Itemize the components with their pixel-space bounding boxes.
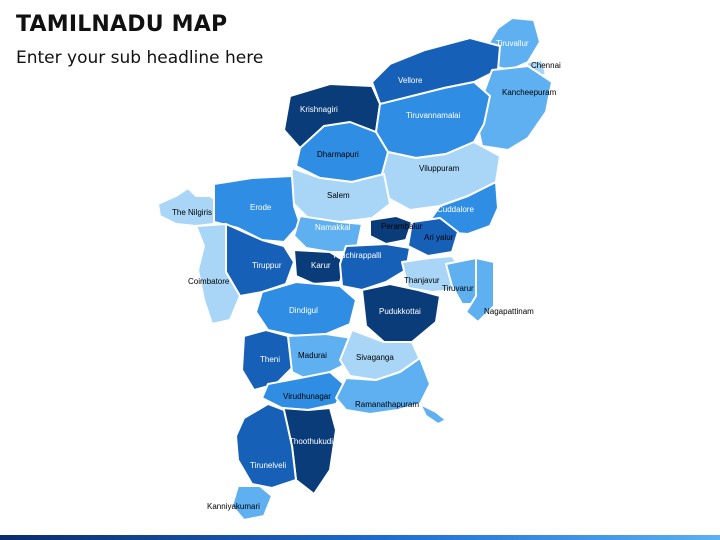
district-virudhunagar[interactable]: [261, 371, 347, 411]
slide-subtitle: Enter your sub headline here: [16, 48, 264, 68]
label-viluppuram: Viluppuram: [419, 164, 460, 173]
district-perambalur[interactable]: [369, 215, 413, 245]
label-karur: Karur: [311, 261, 331, 270]
label-nagapattinam: Nagapattinam: [484, 307, 534, 316]
label-tiruvallur: Tiruvallur: [496, 39, 529, 48]
label-ramanathapuram: Ramanathapuram: [355, 400, 419, 409]
label-tiruppur: Tiruppur: [252, 261, 282, 270]
label-chennai: Chennai: [531, 61, 561, 70]
label-dindigul: Dindigul: [289, 306, 318, 315]
label-erode: Erode: [250, 203, 272, 212]
district-karur[interactable]: [293, 249, 347, 285]
label-tirunelveli: Tirunelveli: [250, 461, 286, 470]
label-ariyalur: Ari yalur: [424, 233, 454, 242]
label-krishnagiri: Krishnagiri: [300, 105, 338, 114]
district-the-nilgiris[interactable]: [157, 187, 223, 227]
district-ariyalur[interactable]: [407, 217, 459, 257]
label-cuddalore: Cuddalore: [437, 205, 474, 214]
district-kanniyakumari[interactable]: [231, 485, 273, 521]
district-tiruchirappalli[interactable]: [339, 243, 411, 291]
footer-accent-bar: [0, 535, 720, 540]
slide-title: TAMILNADU MAP: [16, 12, 228, 37]
label-dharmapuri: Dharmapuri: [317, 150, 359, 159]
label-kancheepuram: Kancheepuram: [502, 88, 557, 97]
district-nagapattinam[interactable]: [465, 257, 495, 323]
label-coimbatore: Coimbatore: [188, 277, 230, 286]
label-the-nilgiris: The Nilgiris: [172, 208, 212, 217]
district-pudukkottai[interactable]: [361, 283, 441, 343]
label-kanniyakumari: Kanniyakumari: [207, 502, 260, 511]
district-tirunelveli[interactable]: [235, 403, 297, 489]
label-virudhunagar: Virudhunagar: [283, 392, 331, 401]
label-tiruvannamalai: Tiruvannamalai: [406, 111, 461, 120]
district-coimbatore[interactable]: [195, 223, 241, 325]
label-tiruchirappalli: Tiruchirappalli: [332, 251, 382, 260]
label-salem: Salem: [327, 191, 350, 200]
label-madurai: Madurai: [298, 351, 327, 360]
district-dindigul[interactable]: [255, 281, 357, 337]
district-madurai[interactable]: [287, 333, 353, 381]
label-thoothukudi: Thoothukudi: [289, 437, 333, 446]
label-pudukkottai: Pudukkottai: [379, 307, 421, 316]
district-theni[interactable]: [241, 329, 293, 391]
label-thanjavur: Thanjavur: [404, 276, 440, 285]
rameswaram-island: [419, 403, 447, 425]
label-sivaganga: Sivaganga: [356, 353, 394, 362]
label-namakkal: Namakkal: [315, 223, 351, 232]
label-vellore: Vellore: [398, 76, 423, 85]
label-tiruvarur: Tiruvarur: [442, 284, 474, 293]
district-salem[interactable]: [289, 167, 391, 223]
label-perambalur: Perambalur: [381, 222, 423, 231]
label-theni: Theni: [260, 355, 280, 364]
